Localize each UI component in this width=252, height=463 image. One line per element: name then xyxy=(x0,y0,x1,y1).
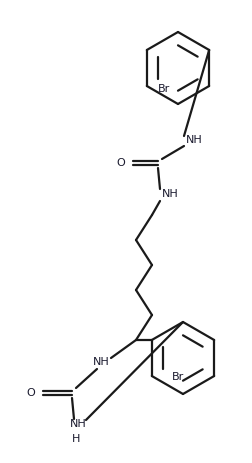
Text: NH: NH xyxy=(93,357,109,367)
Text: Br: Br xyxy=(171,372,183,382)
Text: O: O xyxy=(26,388,35,398)
Text: NH: NH xyxy=(161,189,178,199)
Text: O: O xyxy=(116,158,124,168)
Text: NH: NH xyxy=(185,135,202,145)
Text: H: H xyxy=(72,434,80,444)
Text: Br: Br xyxy=(157,84,169,94)
Text: NH: NH xyxy=(70,419,86,429)
